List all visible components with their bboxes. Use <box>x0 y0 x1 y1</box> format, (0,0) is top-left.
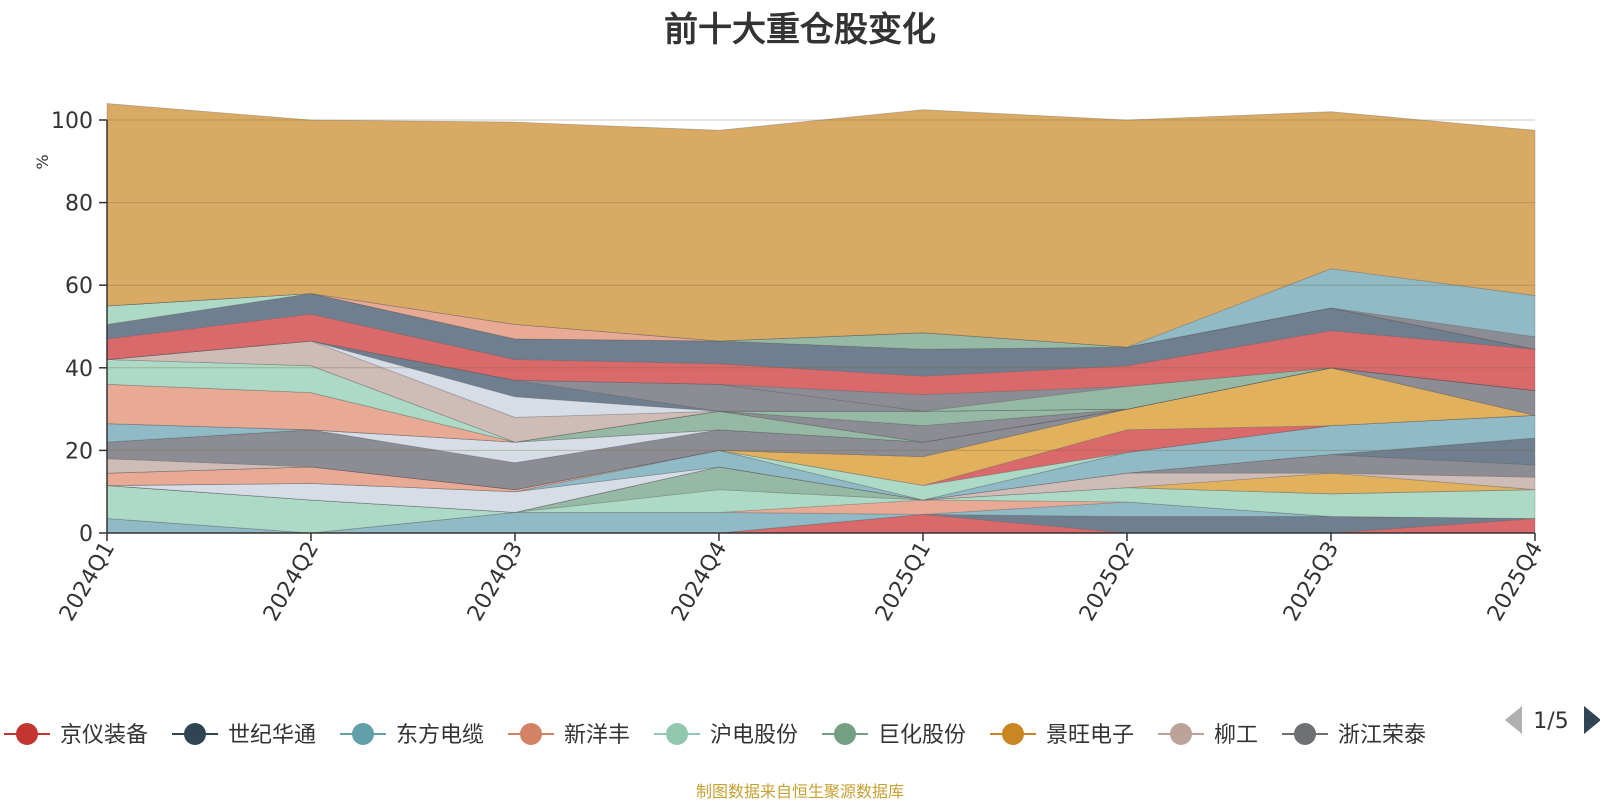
legend-item[interactable]: 巨化股份 <box>822 723 966 748</box>
y-tick-label: 80 <box>65 192 93 217</box>
legend-item[interactable]: 沪电股份 <box>654 723 798 748</box>
legend-page-indicator: 1/5 <box>1533 709 1568 734</box>
legend-marker-icon <box>520 723 542 745</box>
legend-label: 巨化股份 <box>878 723 966 748</box>
legend-item[interactable]: 浙江荣泰 <box>1282 723 1426 748</box>
y-tick-label: 100 <box>51 109 93 134</box>
legend-label: 浙江荣泰 <box>1338 723 1426 748</box>
legend: 京仪装备 世纪华通 东方电缆 新洋丰 沪电股份 巨化股份 景旺电子 柳工 浙江荣泰 <box>4 723 1426 748</box>
legend-marker-icon <box>666 723 688 745</box>
legend-label: 景旺电子 <box>1046 723 1134 748</box>
legend-label: 沪电股份 <box>710 723 798 748</box>
x-tick-label: 2025Q3 <box>1279 538 1344 626</box>
legend-item[interactable]: 世纪华通 <box>172 723 316 748</box>
legend-marker-icon <box>352 723 374 745</box>
area-series-38[interactable]: 华工科技 <box>106 268 1536 348</box>
legend-marker-icon <box>1294 723 1316 745</box>
legend-label: 京仪装备 <box>60 723 148 748</box>
y-tick-label: 0 <box>79 522 93 547</box>
y-tick-label: 60 <box>65 274 93 299</box>
x-tick-label: 2025Q1 <box>871 538 936 626</box>
stacked-areas: 京仪装备世纪华通东方电缆新洋丰沪电股份巨化股份景旺电子柳工浙江荣泰小商品城长川科… <box>106 103 1536 534</box>
x-tick-label: 2024Q3 <box>463 538 528 626</box>
legend-pager: 1/5 <box>1505 706 1600 734</box>
area-series-37[interactable]: 德业股份 <box>106 293 1536 350</box>
legend-label: 世纪华通 <box>228 723 316 748</box>
legend-label: 东方电缆 <box>396 723 484 748</box>
legend-marker-icon <box>184 723 206 745</box>
legend-label: 柳工 <box>1214 723 1258 748</box>
x-tick-label: 2024Q1 <box>55 538 120 626</box>
legend-label: 新洋丰 <box>564 723 630 748</box>
legend-prev-icon[interactable] <box>1505 706 1522 734</box>
x-tick-label: 2025Q2 <box>1075 538 1140 626</box>
legend-marker-icon <box>16 723 38 745</box>
legend-item[interactable]: 新洋丰 <box>508 723 630 748</box>
y-tick-label: 20 <box>65 439 93 464</box>
x-tick-label: 2024Q4 <box>667 538 732 626</box>
area-series-39[interactable]: 其他 <box>106 103 1536 348</box>
legend-marker-icon <box>1002 723 1024 745</box>
legend-marker-icon <box>1170 723 1192 745</box>
legend-item[interactable]: 京仪装备 <box>4 723 148 748</box>
legend-item[interactable]: 景旺电子 <box>990 723 1134 748</box>
y-axis-label: % <box>33 154 52 169</box>
y-tick-label: 40 <box>65 357 93 382</box>
legend-next-icon[interactable] <box>1584 706 1600 734</box>
chart-title: 前十大重仓股变化 <box>664 10 936 50</box>
legend-item[interactable]: 东方电缆 <box>340 723 484 748</box>
area-series-33[interactable]: 中微公司 <box>106 293 1536 377</box>
data-source-note: 制图数据来自恒生聚源数据库 <box>695 782 904 801</box>
x-tick-label: 2025Q4 <box>1483 538 1548 626</box>
legend-item[interactable]: 柳工 <box>1158 723 1258 748</box>
x-tick-label: 2024Q2 <box>259 538 324 626</box>
grid-lines <box>107 119 1535 451</box>
legend-marker-icon <box>834 723 856 745</box>
